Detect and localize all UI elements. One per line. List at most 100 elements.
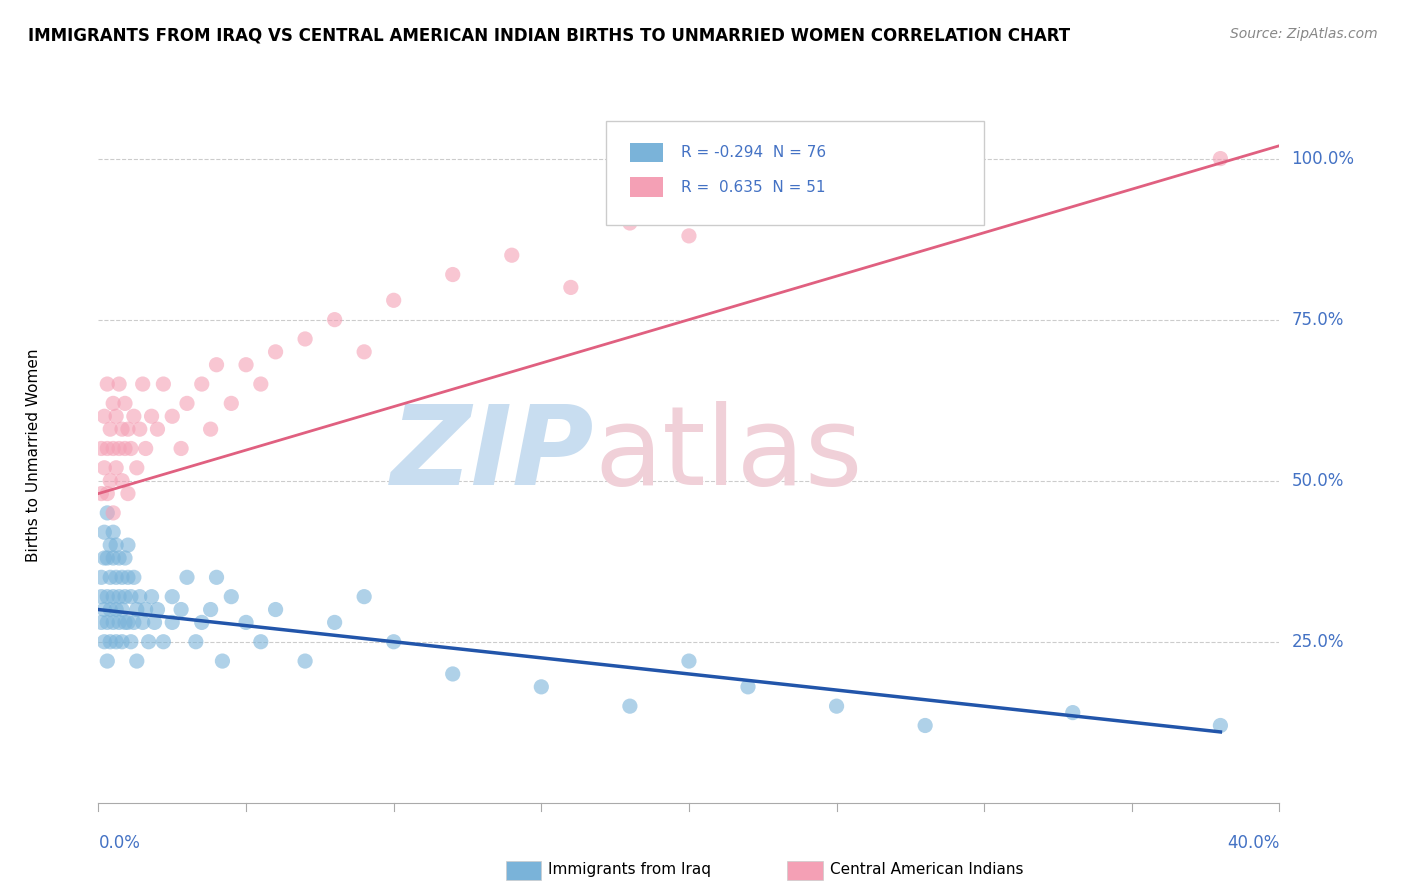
Point xyxy=(162,409,183,424)
Point xyxy=(125,654,148,668)
Point xyxy=(170,602,193,616)
Point xyxy=(219,396,242,410)
Text: R = -0.294  N = 76: R = -0.294 N = 76 xyxy=(681,145,825,160)
Point xyxy=(176,570,198,584)
Point xyxy=(250,634,273,648)
Point xyxy=(114,442,136,456)
FancyBboxPatch shape xyxy=(606,121,984,226)
Point xyxy=(125,602,148,616)
Point xyxy=(235,615,257,630)
Point xyxy=(294,332,316,346)
Point xyxy=(117,570,139,584)
Point xyxy=(294,654,316,668)
Point xyxy=(98,634,121,648)
Point xyxy=(90,615,112,630)
Point xyxy=(98,474,121,488)
Point xyxy=(138,634,160,648)
Point xyxy=(111,570,134,584)
Point xyxy=(103,590,125,604)
Text: Births to Unmarried Women: Births to Unmarried Women xyxy=(25,348,41,562)
Point xyxy=(103,506,125,520)
Point xyxy=(93,602,115,616)
Bar xyxy=(630,178,664,197)
Point xyxy=(98,570,121,584)
Point xyxy=(200,602,222,616)
Point xyxy=(1209,152,1232,166)
Point xyxy=(1062,706,1084,720)
Point xyxy=(135,442,157,456)
Point xyxy=(323,312,346,326)
Point xyxy=(111,474,134,488)
Point xyxy=(96,590,118,604)
Point xyxy=(108,615,131,630)
Point xyxy=(103,525,125,540)
Point xyxy=(678,654,700,668)
Point xyxy=(108,442,131,456)
Point xyxy=(200,422,222,436)
Point xyxy=(205,570,228,584)
Text: 50.0%: 50.0% xyxy=(1291,472,1344,490)
Point xyxy=(103,551,125,566)
Point xyxy=(205,358,228,372)
Point xyxy=(501,248,523,262)
Point xyxy=(122,409,145,424)
Point xyxy=(122,615,145,630)
Point xyxy=(117,486,139,500)
Text: ZIP: ZIP xyxy=(391,401,595,508)
Point xyxy=(141,590,163,604)
Point xyxy=(98,422,121,436)
Text: atlas: atlas xyxy=(595,401,863,508)
Text: 75.0%: 75.0% xyxy=(1291,310,1344,328)
Point xyxy=(96,551,118,566)
Point xyxy=(105,570,128,584)
Point xyxy=(135,602,157,616)
Point xyxy=(132,615,155,630)
Point xyxy=(914,718,936,732)
Point xyxy=(132,377,155,392)
Point xyxy=(146,602,169,616)
Point xyxy=(128,422,150,436)
Point xyxy=(117,422,139,436)
Point xyxy=(93,525,115,540)
Point xyxy=(108,551,131,566)
Point xyxy=(219,590,242,604)
Point xyxy=(111,602,134,616)
Text: 25.0%: 25.0% xyxy=(1291,632,1344,651)
Point xyxy=(93,460,115,475)
Point xyxy=(96,442,118,456)
Point xyxy=(184,634,207,648)
Point xyxy=(560,280,582,294)
Point xyxy=(176,396,198,410)
Point xyxy=(114,590,136,604)
Text: R =  0.635  N = 51: R = 0.635 N = 51 xyxy=(681,179,825,194)
Point xyxy=(111,422,134,436)
Point xyxy=(105,460,128,475)
Text: Source: ZipAtlas.com: Source: ZipAtlas.com xyxy=(1230,27,1378,41)
Point xyxy=(117,615,139,630)
Point xyxy=(96,654,118,668)
Point xyxy=(120,442,142,456)
Point xyxy=(103,396,125,410)
Point xyxy=(441,667,464,681)
Text: 40.0%: 40.0% xyxy=(1227,834,1279,852)
Bar xyxy=(630,143,664,162)
Point xyxy=(105,409,128,424)
Point xyxy=(96,615,118,630)
Text: Central American Indians: Central American Indians xyxy=(830,863,1024,877)
Text: IMMIGRANTS FROM IRAQ VS CENTRAL AMERICAN INDIAN BIRTHS TO UNMARRIED WOMEN CORREL: IMMIGRANTS FROM IRAQ VS CENTRAL AMERICAN… xyxy=(28,27,1070,45)
Point xyxy=(264,344,287,359)
Point xyxy=(122,570,145,584)
Point xyxy=(93,409,115,424)
Point xyxy=(90,590,112,604)
Point xyxy=(191,615,214,630)
Point xyxy=(96,377,118,392)
Point xyxy=(114,396,136,410)
Text: Immigrants from Iraq: Immigrants from Iraq xyxy=(548,863,711,877)
Point xyxy=(441,268,464,282)
Point xyxy=(141,409,163,424)
Point xyxy=(737,680,759,694)
Point xyxy=(619,699,641,714)
Point xyxy=(98,538,121,552)
Point xyxy=(1209,718,1232,732)
Point xyxy=(117,538,139,552)
